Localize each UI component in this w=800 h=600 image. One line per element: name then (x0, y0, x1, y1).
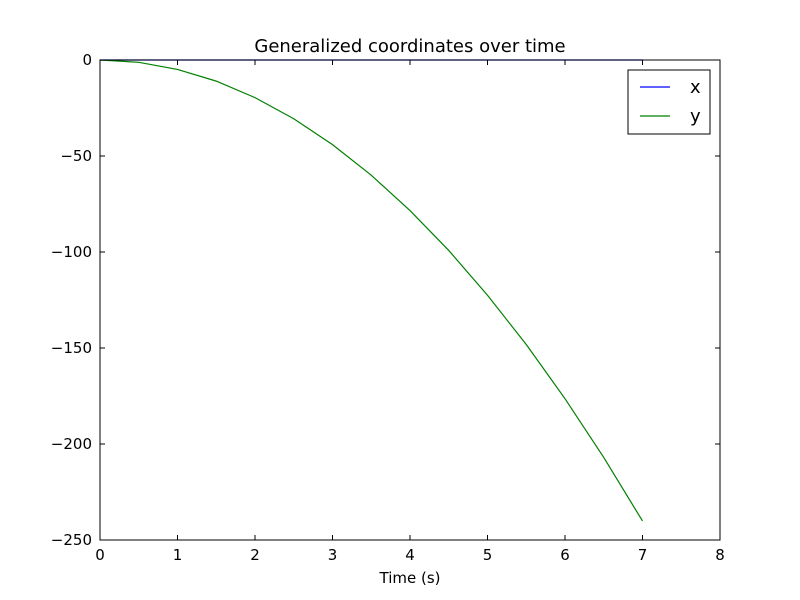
y-tick-label: −50 (60, 147, 92, 165)
x-tick-label: 5 (483, 546, 493, 564)
x-tick-label: 4 (405, 546, 415, 564)
plot-frame (99, 59, 721, 541)
y-tick-label: 0 (82, 51, 92, 69)
x-tick-label: 7 (638, 546, 648, 564)
legend-label-x: x (690, 77, 701, 98)
x-tick-label: 3 (328, 546, 338, 564)
x-axis-label: Time (s) (379, 569, 441, 587)
legend-box (627, 69, 711, 135)
y-tick-label: −200 (51, 435, 92, 453)
y-tick-label: −250 (51, 531, 92, 549)
y-tick-label: −150 (51, 339, 92, 357)
x-tick-label: 8 (715, 546, 725, 564)
y-axis-ticks: 0 −50 −100 −150 −200 −250 (51, 51, 720, 549)
x-tick-label: 1 (173, 546, 183, 564)
y-tick-label: −100 (51, 243, 92, 261)
legend: x y (627, 69, 711, 135)
x-tick-label: 2 (250, 546, 260, 564)
series-line-y (99, 59, 644, 522)
x-tick-label: 6 (560, 546, 570, 564)
legend-label-y: y (690, 106, 701, 127)
x-tick-label: 0 (95, 546, 105, 564)
chart-title: Generalized coordinates over time (254, 36, 565, 57)
